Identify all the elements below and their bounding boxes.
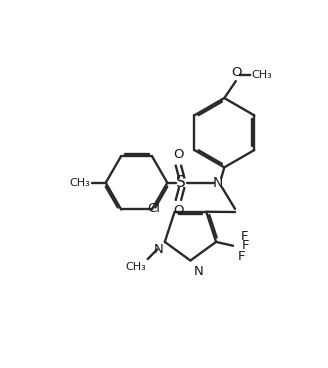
Text: N: N bbox=[213, 176, 223, 190]
Text: CH₃: CH₃ bbox=[126, 262, 146, 272]
Text: CH₃: CH₃ bbox=[251, 70, 272, 80]
Text: O: O bbox=[174, 204, 184, 217]
Text: F: F bbox=[237, 250, 245, 263]
Text: N: N bbox=[154, 244, 164, 256]
Text: N: N bbox=[194, 265, 203, 278]
Text: Cl: Cl bbox=[148, 202, 161, 215]
Text: S: S bbox=[176, 175, 186, 190]
Text: O: O bbox=[231, 66, 242, 79]
Text: O: O bbox=[174, 148, 184, 161]
Text: F: F bbox=[241, 230, 248, 243]
Text: F: F bbox=[242, 239, 250, 252]
Text: CH₃: CH₃ bbox=[70, 178, 90, 188]
